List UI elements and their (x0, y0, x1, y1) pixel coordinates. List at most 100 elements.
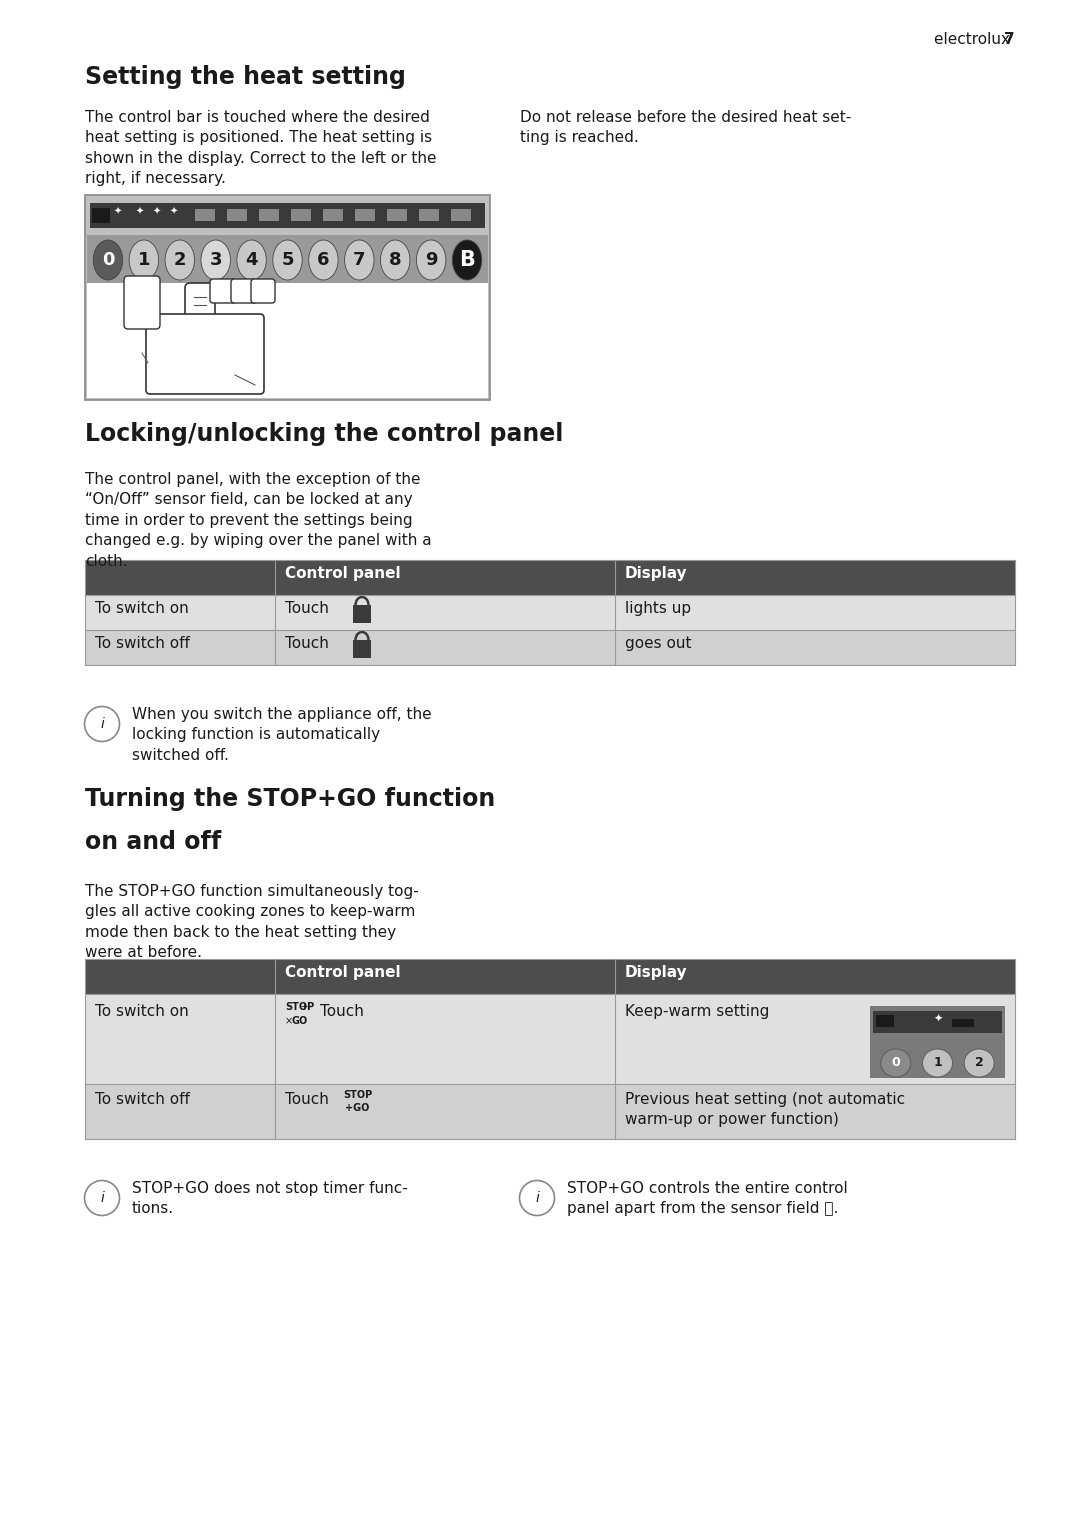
Text: 0: 0 (891, 1057, 901, 1069)
FancyBboxPatch shape (210, 278, 237, 303)
Bar (873, 1011, 1002, 1034)
Text: ✦: ✦ (113, 206, 122, 217)
Bar (419, 209, 438, 222)
Text: electrolux: electrolux (934, 32, 1015, 47)
Text: To switch off: To switch off (95, 636, 190, 651)
Text: lights up: lights up (625, 601, 691, 616)
Bar (951, 1018, 974, 1027)
Text: STOP+GO does not stop timer func-
tions.: STOP+GO does not stop timer func- tions. (132, 1180, 408, 1217)
Ellipse shape (380, 240, 410, 280)
Text: 0: 0 (102, 251, 114, 269)
Text: on and off: on and off (85, 830, 221, 855)
Text: To switch off: To switch off (95, 1092, 190, 1107)
Ellipse shape (201, 240, 230, 280)
Bar (353, 605, 372, 622)
Text: Touch: Touch (285, 636, 329, 651)
Ellipse shape (130, 240, 159, 280)
Text: 2: 2 (174, 251, 186, 269)
Bar (85, 196, 490, 401)
Text: 3: 3 (210, 251, 221, 269)
Bar (85, 994, 1015, 1084)
Bar (85, 595, 1015, 630)
Text: goes out: goes out (625, 636, 691, 651)
Ellipse shape (237, 240, 267, 280)
Bar (85, 1084, 1015, 1139)
Bar (259, 209, 279, 222)
Text: Keep-warm setting: Keep-warm setting (625, 1005, 769, 1018)
Bar (353, 641, 372, 657)
Text: Touch: Touch (285, 601, 329, 616)
Ellipse shape (345, 240, 374, 280)
Text: Turning the STOP+GO function: Turning the STOP+GO function (85, 787, 496, 810)
Circle shape (519, 1180, 554, 1216)
Text: 8: 8 (389, 251, 402, 269)
Text: B: B (459, 251, 475, 271)
Text: STOP: STOP (285, 1001, 314, 1012)
Text: ✦: ✦ (933, 1014, 943, 1024)
Text: Display: Display (625, 566, 688, 581)
Text: Control panel: Control panel (285, 965, 401, 980)
FancyBboxPatch shape (185, 283, 215, 358)
Text: When you switch the appliance off, the
locking function is automatically
switche: When you switch the appliance off, the l… (132, 706, 432, 763)
Text: Control panel: Control panel (285, 566, 401, 581)
Text: STOP: STOP (343, 1090, 373, 1099)
Bar (227, 209, 247, 222)
Text: 1: 1 (137, 251, 150, 269)
Text: 5: 5 (281, 251, 294, 269)
Ellipse shape (273, 240, 302, 280)
Text: The control panel, with the exception of the
“On/Off” sensor field, can be locke: The control panel, with the exception of… (85, 472, 432, 569)
Ellipse shape (93, 240, 123, 280)
FancyBboxPatch shape (124, 277, 160, 329)
Text: 7: 7 (962, 32, 1015, 47)
Ellipse shape (165, 240, 194, 280)
FancyBboxPatch shape (146, 313, 264, 394)
Ellipse shape (881, 1049, 910, 1076)
Text: To switch on: To switch on (95, 601, 189, 616)
Text: ×: × (285, 1015, 293, 1026)
Text: Do not release before the desired heat set-
ting is reached.: Do not release before the desired heat s… (519, 110, 851, 145)
Bar (876, 1015, 894, 1027)
Bar (85, 560, 1015, 595)
Text: Touch: Touch (320, 1005, 364, 1018)
Text: Previous heat setting (not automatic
warm-up or power function): Previous heat setting (not automatic war… (625, 1092, 905, 1127)
Text: STOP+GO controls the entire control
panel apart from the sensor field ⓘ.: STOP+GO controls the entire control pane… (567, 1180, 848, 1217)
Text: 7: 7 (353, 251, 365, 269)
Ellipse shape (453, 240, 482, 280)
Bar (90, 203, 485, 228)
Ellipse shape (964, 1049, 995, 1076)
FancyBboxPatch shape (251, 278, 275, 303)
Text: 9: 9 (424, 251, 437, 269)
Text: i: i (100, 1191, 104, 1205)
Bar (195, 209, 215, 222)
Bar (355, 209, 375, 222)
Text: 6: 6 (318, 251, 329, 269)
Text: The STOP+GO function simultaneously tog-
gles all active cooking zones to keep-w: The STOP+GO function simultaneously tog-… (85, 884, 419, 960)
Text: Touch: Touch (285, 1092, 329, 1107)
Ellipse shape (922, 1049, 953, 1076)
Circle shape (84, 1180, 120, 1216)
Text: 2: 2 (975, 1057, 984, 1069)
FancyBboxPatch shape (231, 278, 257, 303)
Circle shape (84, 706, 120, 742)
Text: 1: 1 (933, 1057, 942, 1069)
Text: Display: Display (625, 965, 688, 980)
Text: ✦: ✦ (153, 206, 161, 217)
Bar (387, 209, 407, 222)
Ellipse shape (417, 240, 446, 280)
Text: The control bar is touched where the desired
heat setting is positioned. The hea: The control bar is touched where the des… (85, 110, 436, 187)
Text: Locking/unlocking the control panel: Locking/unlocking the control panel (85, 422, 564, 446)
Text: To switch on: To switch on (95, 1005, 189, 1018)
Text: Setting the heat setting: Setting the heat setting (85, 66, 406, 89)
Ellipse shape (309, 240, 338, 280)
Bar (85, 630, 1015, 665)
Bar (451, 209, 471, 222)
Bar (85, 959, 1015, 994)
Text: GO: GO (292, 1015, 308, 1026)
Text: 4: 4 (245, 251, 258, 269)
Text: i: i (100, 717, 104, 731)
Text: +: + (285, 1001, 309, 1012)
Text: ✦: ✦ (170, 206, 178, 217)
Bar (92, 208, 110, 223)
Text: ✦: ✦ (136, 206, 144, 217)
Bar (291, 209, 311, 222)
